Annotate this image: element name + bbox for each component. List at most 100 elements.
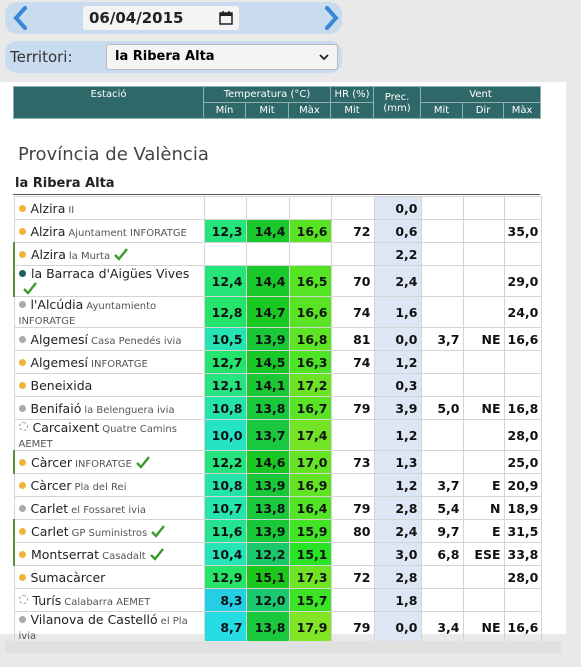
empty-cell (420, 350, 464, 374)
status-dot (19, 550, 26, 558)
status-dot (18, 422, 28, 431)
value-cell: 2,8 (373, 496, 422, 520)
empty-cell (420, 219, 464, 243)
value-cell: 10,8 (203, 473, 247, 497)
value-cell: 16,9 (288, 473, 332, 497)
station-row: Carcaixent Quatre Camins AEMET 10,0 13,7 17,… (13, 419, 542, 451)
station-row: Càrcer INFORATGE 12,2 14,6 17,0 73 1,3 25,0 (13, 450, 542, 474)
status-dot (18, 381, 26, 389)
check-path (114, 247, 129, 261)
empty-cell (330, 473, 375, 497)
value-cell: 2,4 (373, 265, 422, 297)
value-cell: 31,5 (503, 519, 542, 543)
station-name: Vilanova de Castelló (30, 612, 158, 627)
previous-day[interactable] (11, 5, 31, 31)
value-cell: 16,8 (503, 396, 542, 420)
territory-filter: Territori: la Ribera Alta (5, 41, 342, 73)
selected-territory: la Ribera Alta (115, 49, 215, 64)
status-dot (18, 204, 26, 212)
value-cell: NE (462, 327, 505, 351)
value-cell: 12,2 (203, 450, 247, 474)
value-cell: 17,2 (288, 373, 332, 397)
status-dot (18, 481, 26, 489)
station-name: Càrcer (31, 454, 72, 470)
empty-cell (330, 373, 375, 397)
station-name: Algemesí (30, 331, 89, 347)
station-cell: Alzira II (13, 196, 205, 220)
value-cell: 17,3 (288, 565, 332, 589)
station-cell: Carcaixent Quatre Camins AEMET (13, 419, 205, 451)
station-name: Càrcer (30, 477, 72, 493)
value-cell: 18,9 (503, 496, 542, 520)
value-cell: 72 (330, 219, 375, 243)
station-row: Carlet el Fossaret ivia 10,7 13,8 16,4 79 2,8 5… (13, 496, 542, 520)
value-cell: 10,0 (203, 419, 247, 451)
horizontal-scrollbar[interactable] (5, 641, 561, 653)
header-sub: Mit (245, 102, 289, 119)
value-cell: 6,8 (420, 542, 464, 566)
station-cell: l'Alcúdia Ayuntamiento INFORATGE (13, 296, 205, 328)
empty-cell (330, 542, 375, 566)
value-cell: 79 (330, 496, 375, 520)
dropdown-icon (319, 54, 329, 61)
value-cell: 16,6 (288, 219, 332, 243)
value-cell: 14,4 (245, 265, 290, 297)
status-dot (18, 227, 26, 235)
station-cell: Benifaió la Belenguera ivia (13, 396, 205, 420)
station-name: la Barraca d'Aigües Vives (31, 266, 190, 281)
value-cell: 12,0 (245, 588, 290, 612)
value-cell: 80 (330, 519, 375, 543)
value-cell: 25,0 (503, 450, 542, 474)
empty-cell (462, 265, 505, 297)
next-day[interactable] (321, 5, 341, 31)
station-cell: Alzira Ajuntament INFORATGE (13, 219, 205, 243)
station-name: Alzira (30, 223, 66, 239)
station-cell: Vilanova de Castelló el Pla ivia (13, 611, 205, 643)
value-cell: 0,6 (373, 219, 422, 243)
value-cell: 2,2 (373, 242, 422, 266)
header-humidity: HR (%) (330, 86, 375, 103)
check-path (135, 455, 150, 469)
territory-select[interactable]: la Ribera Alta (106, 44, 338, 70)
header-sub: Mín (203, 102, 246, 119)
empty-cell (420, 450, 464, 474)
station-row: Sumacàrcer 12,9 15,1 17,3 72 2,8 28,0 (13, 565, 542, 589)
verified-check (149, 547, 164, 561)
header-station: Estació (13, 86, 204, 119)
station-row: Beneixida 12,1 14,1 17,2 0,3 (13, 373, 542, 397)
status-dot (18, 594, 28, 604)
value-cell: 12,2 (245, 542, 290, 566)
value-cell: 15,7 (288, 588, 332, 612)
calendar-icon (219, 11, 233, 25)
empty-cell (288, 196, 332, 220)
empty-cell (462, 588, 505, 612)
value-cell: 35,0 (503, 219, 542, 243)
station-name: Turís (32, 592, 62, 608)
status-dot (18, 573, 26, 581)
empty-cell (503, 350, 542, 374)
station-row: Algemesí INFORATGE 12,7 14,5 16,3 74 1,2 (13, 350, 542, 374)
value-cell: 1,6 (373, 296, 422, 328)
value-cell: 73 (330, 450, 375, 474)
value-cell: 16,6 (503, 611, 542, 643)
station-cell: Càrcer Pla del Rei (13, 473, 205, 497)
station-cell: Turís Calabarra AEMET (13, 588, 205, 612)
station-detail: GP Suministros (71, 527, 148, 539)
value-cell: 16,6 (503, 327, 542, 351)
station-detail: II (68, 204, 75, 216)
date-input[interactable]: 06/04/2015 (83, 6, 239, 30)
station-name: Montserrat (31, 546, 100, 562)
value-cell: 70 (330, 265, 375, 297)
value-cell: 13,9 (245, 473, 290, 497)
value-cell: 12,1 (203, 373, 247, 397)
empty-cell (503, 588, 542, 612)
value-cell: 81 (330, 327, 375, 351)
header-sub: Màx (503, 102, 542, 119)
check-path (23, 282, 37, 295)
station-name: Alzira (30, 200, 66, 216)
station-cell: Carlet GP Suministros (13, 519, 205, 543)
station-row: Montserrat Casadalt 10,4 12,2 15,1 3,0 6,8 ESE 3… (13, 542, 542, 566)
empty-cell (420, 419, 464, 451)
value-cell: 14,5 (245, 350, 290, 374)
status-dot (19, 250, 26, 258)
